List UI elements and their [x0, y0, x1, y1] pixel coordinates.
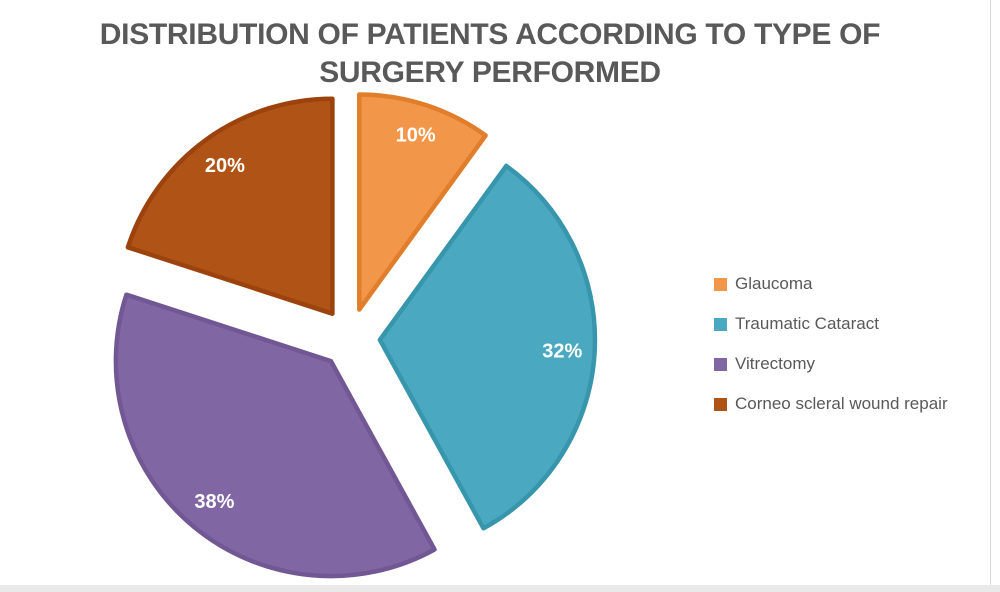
figure-bottom-bar: [0, 585, 1000, 592]
legend-item-vitrectomy: Vitrectomy: [714, 344, 948, 384]
legend-swatch-icon: [714, 277, 727, 291]
pie-data-label-traumatic-cataract: 32%: [542, 340, 582, 362]
legend-item-traumatic-cataract: Traumatic Cataract: [714, 304, 948, 344]
legend-label: Vitrectomy: [735, 354, 815, 373]
chart-legend: Glaucoma Traumatic Cataract Vitrectomy Corn…: [714, 264, 948, 424]
pie-slice-corneo-scleral-wound-repair: [125, 96, 335, 316]
legend-label: Glaucoma: [735, 274, 813, 293]
pie-slice-glaucoma: [357, 92, 488, 312]
pie-data-label-glaucoma: 10%: [396, 125, 436, 147]
pie-data-label-corneo-scleral-wound-repair: 20%: [205, 155, 245, 177]
pie-slice-traumatic-cataract: [377, 163, 598, 531]
legend-swatch-icon: [714, 317, 727, 331]
legend-label: Corneo scleral wound repair: [735, 394, 948, 413]
figure-right-border: [990, 0, 991, 592]
pie-slice-vitrectomy: [113, 292, 437, 579]
chart-title: DISTRIBUTION OF PATIENTS ACCORDING TO TY…: [99, 18, 881, 89]
legend-swatch-icon: [714, 397, 727, 411]
pie-data-label-vitrectomy: 38%: [194, 491, 234, 513]
legend-item-glaucoma: Glaucoma: [714, 264, 948, 304]
legend-label: Traumatic Cataract: [735, 314, 879, 333]
legend-swatch-icon: [714, 357, 727, 371]
legend-item-corneo-scleral-wound-repair: Corneo scleral wound repair: [714, 384, 948, 424]
